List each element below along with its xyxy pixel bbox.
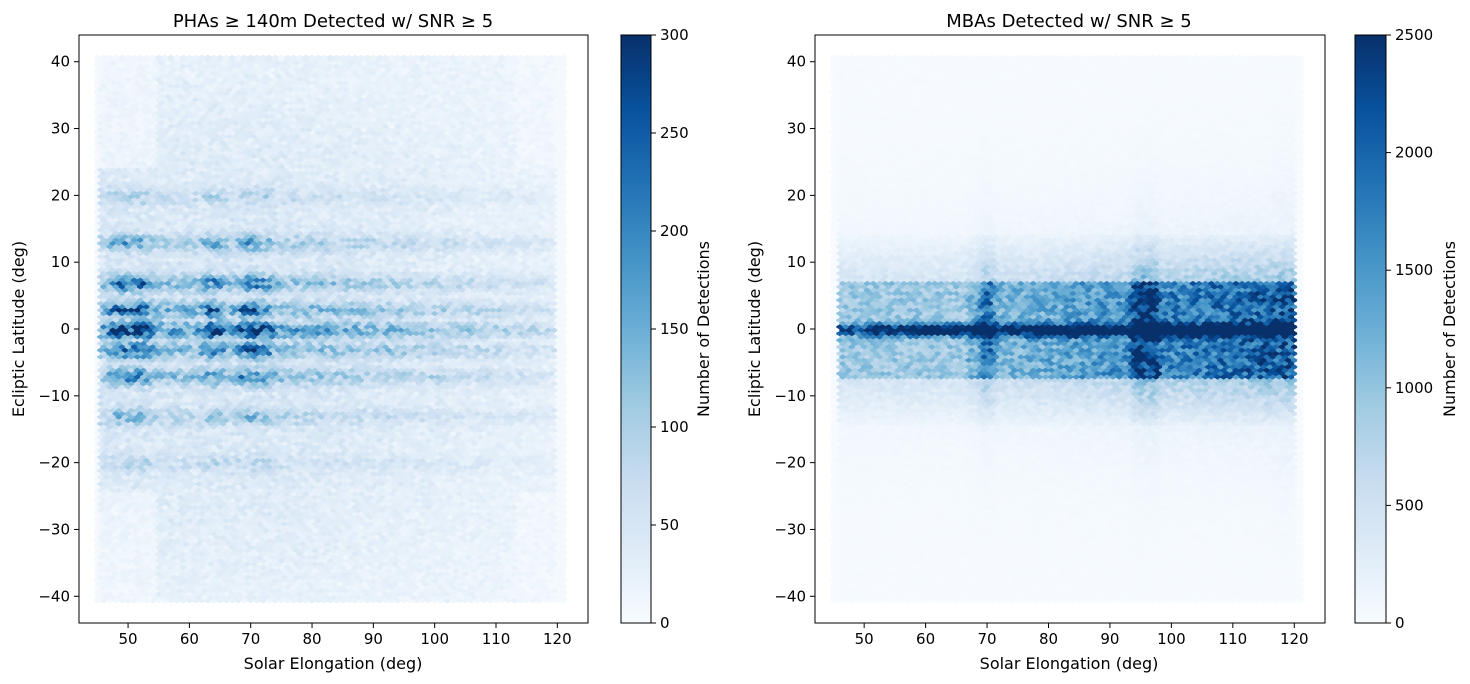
- pha-hexbin-layer: [94, 54, 567, 604]
- pha-title: PHAs ≥ 140m Detected w/ SNR ≥ 5: [173, 11, 493, 32]
- pha-panel: PHAs ≥ 140m Detected w/ SNR ≥ 5 50 60 70 80…: [9, 11, 713, 673]
